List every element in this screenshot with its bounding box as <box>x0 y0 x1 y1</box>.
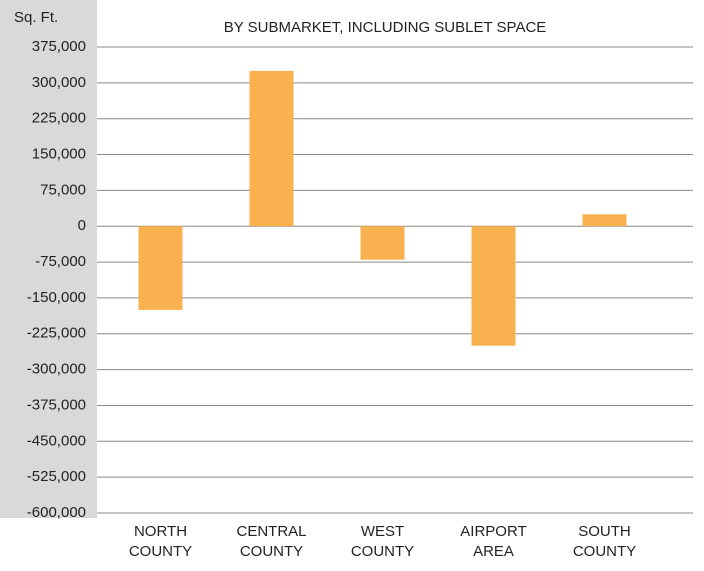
y-tick-label: 150,000 <box>32 146 86 163</box>
bar <box>360 226 405 260</box>
y-tick-label: 225,000 <box>32 110 86 127</box>
y-tick-label: 300,000 <box>32 74 86 91</box>
y-tick-label: 375,000 <box>32 38 86 55</box>
axis-panel <box>0 0 97 518</box>
y-tick-label: -600,000 <box>27 504 86 521</box>
bar <box>138 226 183 310</box>
y-tick-label: -300,000 <box>27 361 86 378</box>
y-tick-label: -375,000 <box>27 396 86 413</box>
bar <box>249 70 294 227</box>
y-axis-label: Sq. Ft. <box>14 9 58 26</box>
x-tick-label: AIRPORT AREA <box>460 523 527 560</box>
chart-title: BY SUBMARKET, INCLUDING SUBLET SPACE <box>224 19 547 36</box>
bar <box>471 226 516 346</box>
y-tick-label: 0 <box>78 217 86 234</box>
bar <box>582 214 627 227</box>
y-tick-label: -525,000 <box>27 468 86 485</box>
x-tick-label: NORTH COUNTY <box>128 523 193 560</box>
y-tick-label: -75,000 <box>35 253 86 270</box>
y-tick-label: 75,000 <box>40 181 86 198</box>
x-tick-label: WEST COUNTY <box>350 523 415 560</box>
x-tick-label: SOUTH COUNTY <box>572 523 637 560</box>
x-tick-label: CENTRAL COUNTY <box>236 523 307 560</box>
y-tick-label: -225,000 <box>27 325 86 342</box>
y-tick-label: -450,000 <box>27 432 86 449</box>
y-tick-label: -150,000 <box>27 289 86 306</box>
